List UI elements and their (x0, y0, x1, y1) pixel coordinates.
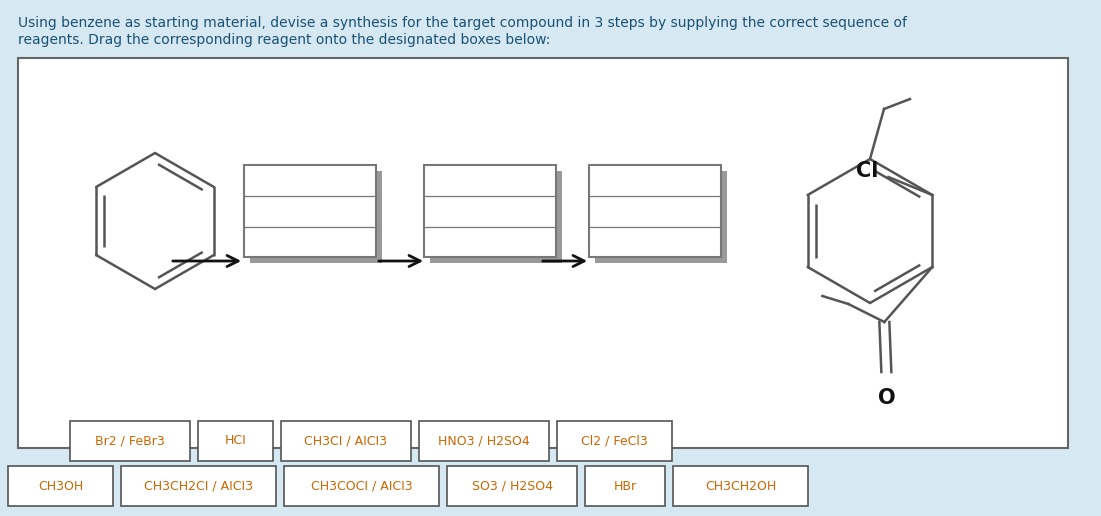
Bar (557, 421, 672, 461)
Text: CH3CH2CI / AICI3: CH3CH2CI / AICI3 (144, 479, 253, 492)
Bar (589, 165, 721, 257)
Bar (284, 466, 439, 506)
Bar (424, 165, 556, 257)
Bar (447, 466, 577, 506)
Bar (8, 466, 113, 506)
Text: reagents. Drag the corresponding reagent onto the designated boxes below:: reagents. Drag the corresponding reagent… (18, 33, 550, 47)
Bar (673, 466, 808, 506)
Bar (419, 421, 549, 461)
Text: CH3CH2OH: CH3CH2OH (705, 479, 776, 492)
Bar (595, 171, 727, 263)
Text: HNO3 / H2SO4: HNO3 / H2SO4 (438, 434, 530, 447)
Text: Cl: Cl (855, 161, 879, 181)
Text: CH3CI / AICI3: CH3CI / AICI3 (305, 434, 388, 447)
Text: CH3COCI / AICI3: CH3COCI / AICI3 (310, 479, 412, 492)
Text: CH3OH: CH3OH (37, 479, 83, 492)
Bar (198, 421, 273, 461)
Bar (121, 466, 276, 506)
Text: SO3 / H2SO4: SO3 / H2SO4 (471, 479, 553, 492)
Bar (244, 165, 377, 257)
Text: Cl2 / FeCl3: Cl2 / FeCl3 (581, 434, 647, 447)
Bar (70, 421, 190, 461)
Text: HCI: HCI (225, 434, 247, 447)
Bar (430, 171, 562, 263)
Bar (18, 58, 1068, 448)
Bar (281, 421, 411, 461)
Bar (585, 466, 665, 506)
Text: O: O (877, 388, 895, 408)
Text: Br2 / FeBr3: Br2 / FeBr3 (95, 434, 165, 447)
Text: Using benzene as starting material, devise a synthesis for the target compound i: Using benzene as starting material, devi… (18, 16, 907, 30)
Text: HBr: HBr (613, 479, 636, 492)
Bar (250, 171, 382, 263)
